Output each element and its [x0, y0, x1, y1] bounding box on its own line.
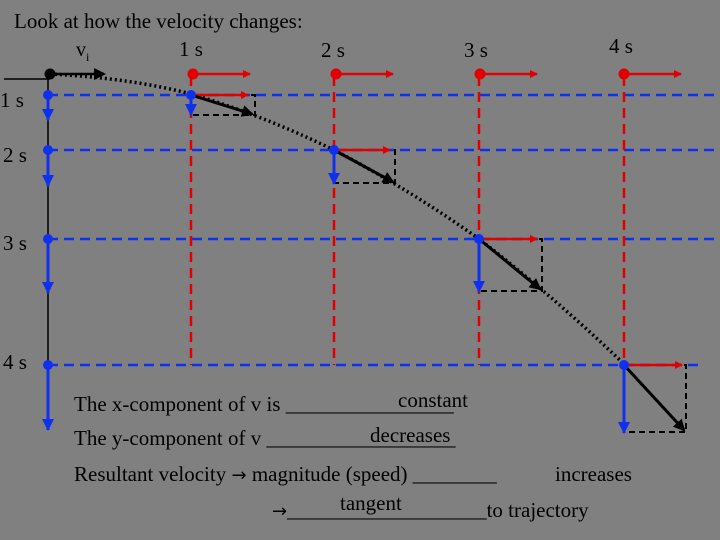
- velocity-vectors-4s: [618, 360, 687, 434]
- side-time-label-1s: 1 s: [0, 88, 24, 112]
- initial-velocity-label: vi: [76, 38, 89, 69]
- x-component-blank: ________________: [285, 392, 454, 416]
- direction-suffix: to trajectory: [486, 498, 589, 522]
- top-dot-4s: [618, 68, 630, 80]
- velocity-vectors-2s: [328, 145, 396, 185]
- statement-resultant: Resultant velocity → magnitude (speed) _…: [74, 462, 497, 488]
- statement-x-component: The x-component of v is ________________: [74, 392, 454, 416]
- direction-answer: tangent: [340, 491, 402, 515]
- direction-arrow-icon: →: [272, 501, 288, 522]
- side-time-label-2s: 2 s: [3, 143, 27, 167]
- top-time-label-3s: 3 s: [464, 38, 488, 62]
- side-time-label-4s: 4 s: [3, 350, 27, 374]
- vi-subscript: i: [86, 50, 90, 64]
- top-dot-2s: [330, 68, 342, 80]
- left-dot-1s: [43, 90, 53, 100]
- left-dot-2s: [43, 145, 53, 155]
- velocity-vectors-3s: [473, 234, 543, 293]
- x-component-prefix: The x-component of v is: [74, 392, 286, 416]
- top-dot-1s: [187, 68, 199, 80]
- resultant-blank: ________: [412, 462, 497, 486]
- top-time-label-1s: 1 s: [179, 37, 203, 61]
- resultant-middle: magnitude (speed): [246, 462, 413, 486]
- resultant-prefix: Resultant velocity: [74, 462, 232, 486]
- y-component-prefix: The y-component of v: [74, 426, 267, 450]
- statement-y-component: The y-component of v __________________: [74, 426, 455, 450]
- slide-title: Look at how the velocity changes:: [14, 9, 303, 33]
- left-dot-4s: [43, 360, 53, 370]
- vi-symbol: v: [76, 39, 86, 61]
- trajectory-curve: [49, 72, 626, 366]
- right-arrow-icon: →: [231, 465, 247, 486]
- direction-blank: ___________________: [287, 498, 487, 522]
- top-time-label-2s: 2 s: [321, 38, 345, 62]
- top-time-label-4s: 4 s: [609, 34, 633, 58]
- initial-position-dot: [44, 68, 56, 80]
- left-dot-3s: [43, 234, 53, 244]
- resultant-answer: increases: [555, 462, 632, 486]
- side-time-label-3s: 3 s: [3, 231, 27, 255]
- velocity-vectors-1s: [185, 90, 256, 117]
- statement-direction: →___________________to trajectory: [272, 498, 589, 524]
- top-dot-3s: [474, 68, 486, 80]
- y-component-answer: decreases: [370, 423, 451, 447]
- x-component-answer: constant: [398, 388, 468, 412]
- y-component-blank: __________________: [266, 426, 456, 450]
